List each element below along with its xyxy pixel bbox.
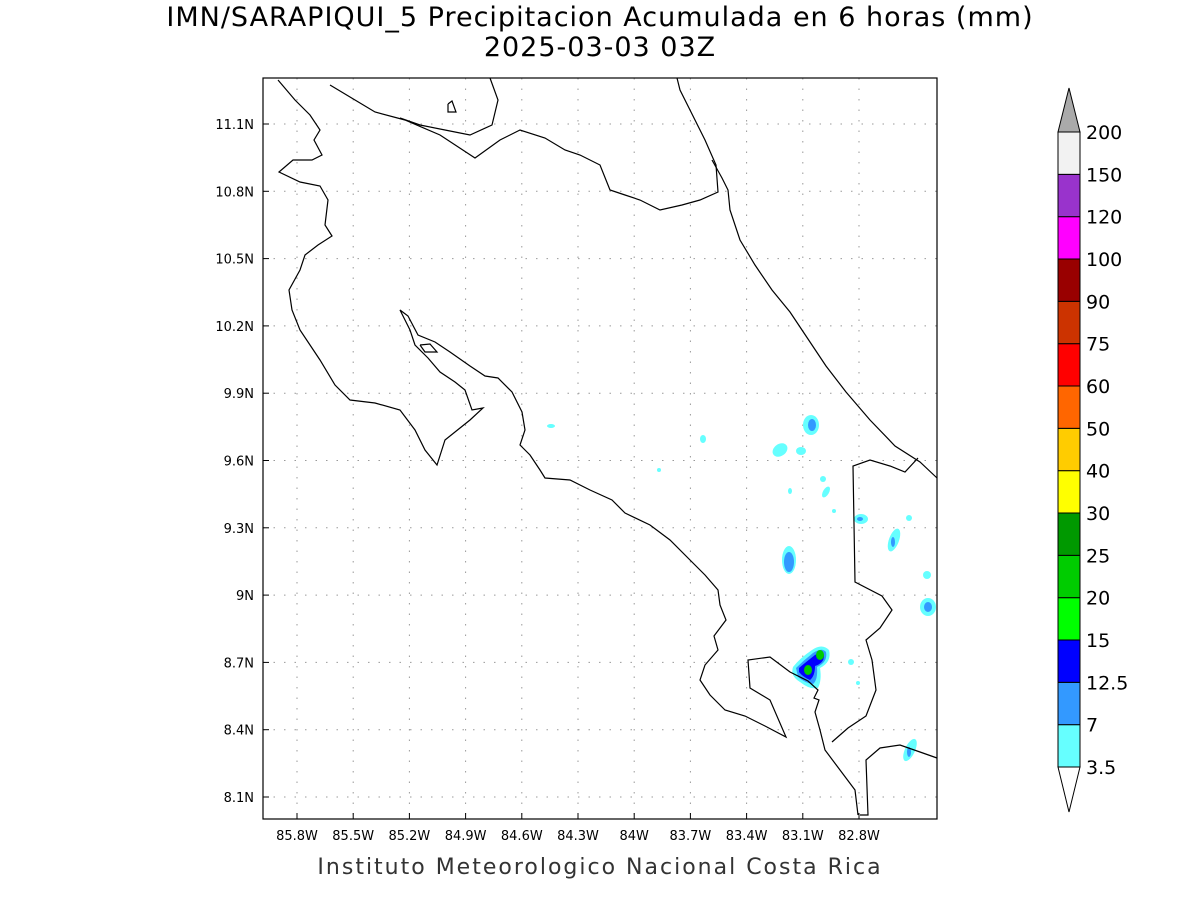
precip-area xyxy=(857,517,863,521)
colorbar-level-label: 12.5 xyxy=(1086,672,1128,694)
colorbar-swatch xyxy=(1057,597,1081,641)
colorbar-level-label: 15 xyxy=(1086,630,1110,652)
lon-tick-label: 85.5W xyxy=(332,829,374,844)
longitude-labels: 85.8W 85.5W 85.2W 84.9W 84.6W 84.3W 84W 83.7W 83… xyxy=(276,829,880,844)
lat-tick-label: 9N xyxy=(236,589,254,604)
precip-area xyxy=(848,659,854,665)
lat-tick-label: 11.1N xyxy=(215,118,254,133)
precip-area xyxy=(906,515,912,521)
colorbar-swatch xyxy=(1057,300,1081,345)
colorbar-level-label: 3.5 xyxy=(1086,757,1116,779)
colorbar-level-label: 60 xyxy=(1086,376,1110,398)
precip-area xyxy=(832,509,836,513)
colorbar-level-label: 90 xyxy=(1086,291,1110,313)
lat-tick-label: 9.6N xyxy=(224,455,254,470)
colorbar-swatch xyxy=(1057,512,1081,556)
lat-tick-label: 8.4N xyxy=(224,724,254,739)
lake-nicaragua-shore xyxy=(399,77,499,136)
nicoya-lake-outline xyxy=(419,343,439,353)
colorbar-level-label: 20 xyxy=(1086,588,1110,610)
precip-area xyxy=(547,424,555,428)
caribbean-coastline xyxy=(329,77,719,211)
precip-area xyxy=(796,447,806,455)
map-subtitle: 2025-03-03 03Z xyxy=(483,32,717,63)
lon-tick-label: 82.8W xyxy=(838,829,880,844)
lon-tick-label: 84W xyxy=(619,829,649,844)
lon-tick-label: 84.6W xyxy=(501,829,543,844)
colorbar-swatch xyxy=(1057,681,1081,726)
precip-area xyxy=(788,488,792,494)
precip-area xyxy=(700,435,706,443)
colorbar: 3.5 7 12.5 15 20 25 30 40 50 60 75 90 100 120 150 200 xyxy=(1057,87,1128,813)
precip-area xyxy=(804,665,812,675)
panama-border xyxy=(831,457,919,743)
colorbar-under-triangle xyxy=(1057,766,1081,813)
lat-tick-label: 9.3N xyxy=(224,522,254,537)
lon-tick-label: 83.4W xyxy=(726,829,768,844)
precip-area xyxy=(820,476,826,482)
colorbar-swatch xyxy=(1057,258,1081,302)
colorbar-level-label: 120 xyxy=(1086,207,1122,229)
colorbar-level-label: 30 xyxy=(1086,503,1110,525)
precipitation-areas xyxy=(547,415,936,762)
precip-area xyxy=(816,650,824,660)
lat-tick-label: 9.9N xyxy=(224,387,254,402)
colorbar-swatch xyxy=(1057,173,1081,218)
colorbar-level-label: 50 xyxy=(1086,418,1110,440)
coastline xyxy=(277,77,938,816)
colorbar-level-label: 40 xyxy=(1086,461,1110,483)
colorbar-swatch xyxy=(1057,470,1081,514)
colorbar-level-label: 75 xyxy=(1086,334,1110,356)
lon-tick-label: 84.3W xyxy=(557,829,599,844)
colorbar-swatch xyxy=(1057,427,1081,472)
panama-pacific-coast xyxy=(860,744,938,816)
colorbar-swatch xyxy=(1057,724,1081,768)
lon-tick-label: 83.1W xyxy=(782,829,824,844)
colorbar-swatch xyxy=(1057,385,1081,429)
lon-tick-label: 85.8W xyxy=(276,829,318,844)
lat-tick-label: 10.8N xyxy=(215,185,254,200)
colorbar-swatch xyxy=(1057,554,1081,599)
precip-area xyxy=(808,419,816,431)
lat-tick-label: 8.7N xyxy=(224,656,254,671)
colorbar-level-label: 25 xyxy=(1086,545,1110,567)
colorbar-swatch xyxy=(1057,639,1081,683)
precip-area xyxy=(924,602,932,612)
caribbean-coastline-south xyxy=(711,159,938,479)
colorbar-swatch xyxy=(1057,343,1081,387)
precip-area xyxy=(657,468,661,472)
lon-tick-label: 85.2W xyxy=(388,829,430,844)
lon-tick-label: 84.9W xyxy=(445,829,487,844)
footer-credit: Instituto Meteorologico Nacional Costa R… xyxy=(317,855,883,880)
lon-tick-label: 83.7W xyxy=(669,829,711,844)
precip-area xyxy=(772,443,788,457)
precip-area xyxy=(891,537,895,547)
lat-tick-label: 8.1N xyxy=(224,791,254,806)
colorbar-level-label: 150 xyxy=(1086,164,1122,186)
grid-lines xyxy=(263,78,937,819)
precip-area xyxy=(856,681,860,685)
map-frame xyxy=(262,77,938,820)
precip-area xyxy=(822,486,830,498)
colorbar-level-label: 7 xyxy=(1086,715,1098,737)
map-title: IMN/SARAPIQUI_5 Precipitacion Acumulada … xyxy=(166,2,1034,33)
colorbar-level-label: 100 xyxy=(1086,249,1122,271)
lat-tick-label: 10.5N xyxy=(215,253,254,268)
colorbar-level-label: 200 xyxy=(1086,122,1122,144)
colorbar-swatch xyxy=(1057,131,1081,175)
precip-area xyxy=(907,747,911,757)
colorbar-swatch xyxy=(1057,216,1081,260)
colorbar-over-triangle xyxy=(1057,87,1081,133)
precip-area xyxy=(923,571,931,579)
lat-tick-label: 10.2N xyxy=(215,320,254,335)
latitude-labels: 11.1N 10.8N 10.5N 10.2N 9.9N 9.6N 9.3N 9N 8.7N 8.… xyxy=(215,118,254,806)
island-outline xyxy=(447,100,457,113)
pacific-coastline xyxy=(277,79,859,816)
precip-area xyxy=(784,552,794,572)
